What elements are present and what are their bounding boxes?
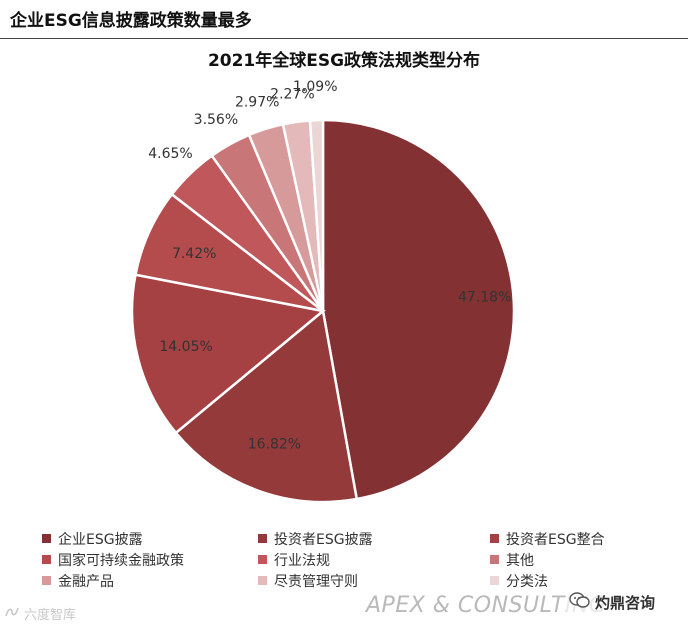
legend-label: 分类法 [506,573,548,590]
pie-slice-9 [308,118,325,312]
watermark-left: 六度智库 [4,604,76,623]
slice-label-5: 4.65% [148,146,192,162]
slice-label-7: 2.97% [235,94,279,110]
legend-swatch [42,555,51,564]
slice-label-3: 14.05% [159,339,212,355]
brand-text: APEX & CONSULTING [366,593,607,618]
pie-slice-1 [321,118,516,501]
legend-item-3: 投资者ESG整合 [490,529,662,548]
page-title: 企业ESG信息披露政策数量最多 [10,11,252,31]
legend-item-1: 企业ESG披露 [42,529,258,548]
legend-swatch [490,555,499,564]
slice-label-6: 3.56% [194,112,238,128]
pie-slice-3 [130,273,326,435]
watermark-left-text: 六度智库 [24,608,77,623]
slice-label-8: 2.27% [270,87,314,103]
legend-item-7: 金融产品 [42,571,258,590]
legend-swatch [258,534,267,543]
legend-item-9: 分类法 [490,571,662,590]
slice-label-1: 47.18% [458,290,511,306]
legend-label: 国家可持续金融政策 [58,552,184,569]
legend-label: 行业法规 [274,552,330,569]
legend-item-4: 国家可持续金融政策 [42,550,258,569]
legend-label: 投资者ESG整合 [506,531,605,548]
legend-swatch [258,576,267,585]
slice-label-4: 7.42% [172,246,216,262]
pie-chart: 47.18% 16.82% 14.05% 7.42% 4.65% 3.56% 2.97%2.… [130,79,516,504]
legend-item-8: 尽责管理守则 [258,571,490,590]
logo-icon [4,606,20,622]
legend-label: 其他 [506,552,534,569]
watermark-right: 灼鼎咨询 [566,590,659,614]
title-divider [0,38,688,39]
legend-swatch [42,576,51,585]
legend-item-6: 其他 [490,550,662,569]
legend-item-2: 投资者ESG披露 [258,529,490,548]
slice-label-2: 16.82% [248,437,301,453]
legend-item-5: 行业法规 [258,550,490,569]
legend-swatch [258,555,267,564]
legend-label: 尽责管理守则 [274,573,358,590]
slice-label-9: 1.09% [293,79,337,95]
chart-legend: 企业ESG披露 投资者ESG披露 投资者ESG整合国家可持续金融政策 行业法规 其他金融… [42,529,662,590]
pie-slice-2 [174,308,359,504]
legend-swatch [490,534,499,543]
legend-swatch [42,534,51,543]
watermark-right-text: 灼鼎咨询 [595,593,656,612]
legend-swatch [490,576,499,585]
legend-label: 金融产品 [58,573,114,590]
chart-title: 2021年全球ESG政策法规类型分布 [207,51,481,71]
legend-label: 企业ESG披露 [58,531,143,548]
wechat-icon [569,591,591,613]
legend-label: 投资者ESG披露 [274,531,373,548]
